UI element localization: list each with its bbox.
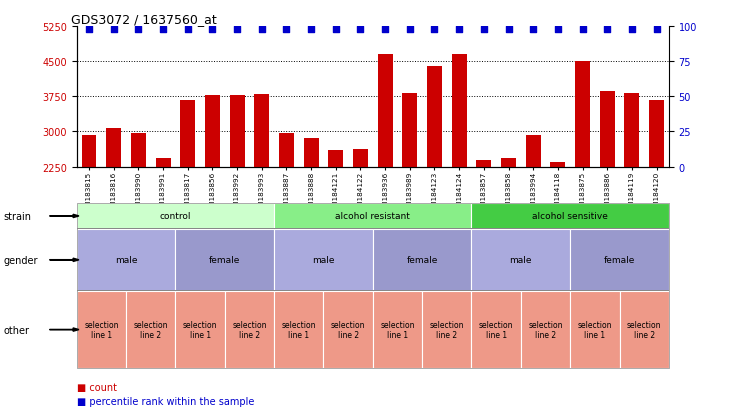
Bar <box>131 134 145 167</box>
Text: control: control <box>159 212 192 221</box>
Text: selection
line 1: selection line 1 <box>577 320 612 339</box>
Bar <box>599 91 615 167</box>
Point <box>182 26 194 33</box>
Text: selection
line 2: selection line 2 <box>232 320 267 339</box>
Text: selection
line 2: selection line 2 <box>331 320 366 339</box>
Text: female: female <box>209 256 240 265</box>
Text: other: other <box>4 325 30 335</box>
Point <box>478 26 490 33</box>
Bar <box>205 96 220 167</box>
Point <box>453 26 465 33</box>
Text: selection
line 1: selection line 1 <box>281 320 316 339</box>
Bar <box>402 94 417 167</box>
Bar <box>353 150 368 167</box>
Text: female: female <box>406 256 438 265</box>
Point <box>207 26 219 33</box>
Bar <box>427 66 442 167</box>
Text: male: male <box>312 256 335 265</box>
Point <box>132 26 144 33</box>
Text: female: female <box>604 256 635 265</box>
Text: alcohol resistant: alcohol resistant <box>336 212 410 221</box>
Text: strain: strain <box>4 211 31 221</box>
Point <box>651 26 662 33</box>
Bar <box>230 96 244 167</box>
Bar <box>304 139 319 167</box>
Bar <box>181 100 195 167</box>
Text: selection
line 2: selection line 2 <box>430 320 464 339</box>
Text: selection
line 2: selection line 2 <box>529 320 563 339</box>
Bar <box>378 55 393 167</box>
Bar <box>526 136 541 167</box>
Bar <box>649 100 664 167</box>
Point <box>404 26 416 33</box>
Point <box>503 26 515 33</box>
Bar <box>477 161 491 167</box>
Text: gender: gender <box>4 255 38 265</box>
Point <box>256 26 268 33</box>
Point <box>379 26 391 33</box>
Bar <box>279 134 294 167</box>
Bar <box>550 163 565 167</box>
Text: selection
line 1: selection line 1 <box>183 320 217 339</box>
Text: selection
line 2: selection line 2 <box>627 320 662 339</box>
Text: GDS3072 / 1637560_at: GDS3072 / 1637560_at <box>71 13 216 26</box>
Bar <box>328 151 344 167</box>
Bar <box>156 158 170 167</box>
Text: selection
line 1: selection line 1 <box>84 320 118 339</box>
Bar <box>82 135 96 167</box>
Point <box>157 26 169 33</box>
Point <box>306 26 317 33</box>
Point <box>231 26 243 33</box>
Text: ■ percentile rank within the sample: ■ percentile rank within the sample <box>77 396 254 406</box>
Point <box>428 26 440 33</box>
Point <box>83 26 95 33</box>
Text: selection
line 1: selection line 1 <box>479 320 513 339</box>
Point <box>527 26 539 33</box>
Text: male: male <box>115 256 137 265</box>
Bar <box>624 94 640 167</box>
Bar <box>107 128 121 167</box>
Text: selection
line 2: selection line 2 <box>134 320 168 339</box>
Text: alcohol sensitive: alcohol sensitive <box>532 212 608 221</box>
Bar <box>501 158 516 167</box>
Point <box>281 26 292 33</box>
Bar <box>575 62 590 167</box>
Point <box>330 26 341 33</box>
Point <box>577 26 588 33</box>
Point <box>626 26 637 33</box>
Text: selection
line 1: selection line 1 <box>380 320 414 339</box>
Point <box>552 26 564 33</box>
Text: ■ count: ■ count <box>77 382 117 392</box>
Bar <box>254 95 269 167</box>
Point <box>355 26 366 33</box>
Point <box>108 26 120 33</box>
Bar <box>452 55 466 167</box>
Point <box>602 26 613 33</box>
Text: male: male <box>510 256 532 265</box>
